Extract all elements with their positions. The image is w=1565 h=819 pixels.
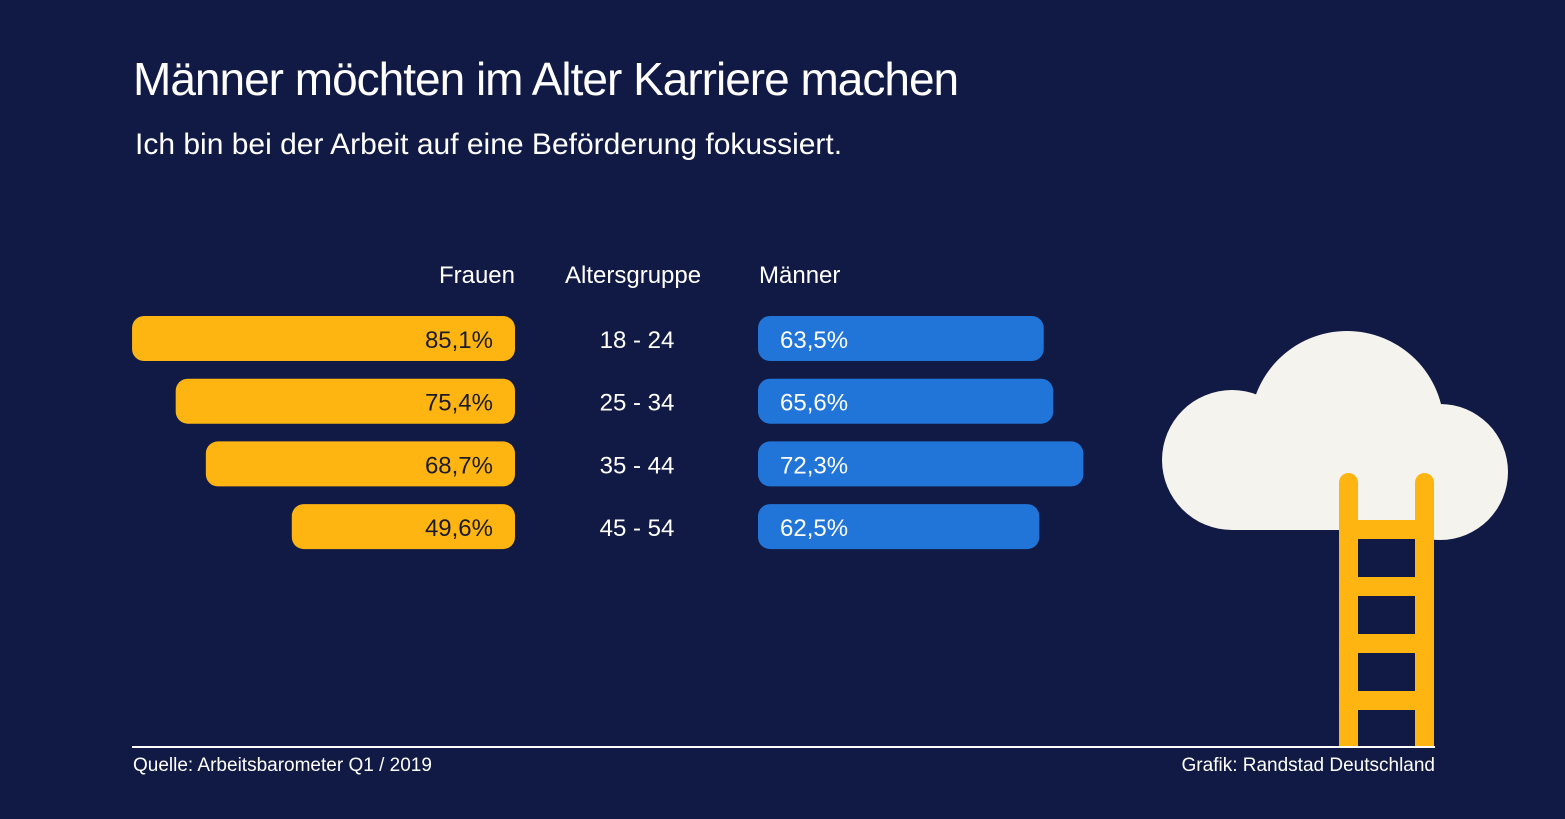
cloud-icon [1162, 331, 1508, 540]
label-frauen: 75,4% [425, 390, 493, 417]
source-note: Quelle: Arbeitsbarometer Q1 / 2019 [133, 755, 432, 776]
label-frauen: 85,1% [425, 327, 493, 354]
category-label: 45 - 54 [600, 515, 675, 542]
bar-maenner [758, 441, 1084, 487]
category-label: 35 - 44 [600, 452, 675, 479]
label-frauen: 68,7% [425, 452, 493, 479]
header-altersgruppe: Altersgruppe [565, 262, 702, 289]
bar-maenner [758, 316, 1044, 361]
category-label: 18 - 24 [600, 327, 675, 354]
ladder-icon [1339, 473, 1434, 748]
label-maenner: 65,6% [780, 390, 848, 417]
bar-frauen [175, 378, 515, 424]
label-maenner: 63,5% [780, 327, 848, 354]
bar-maenner [758, 504, 1040, 550]
footer-divider [132, 746, 1435, 748]
header-maenner: Männer [759, 262, 841, 289]
chart-subtitle: Ich bin bei der Arbeit auf eine Beförder… [135, 128, 843, 161]
header-frauen: Frauen [438, 262, 515, 289]
bar-frauen [291, 504, 515, 550]
label-frauen: 49,6% [425, 515, 493, 542]
category-label: 25 - 34 [600, 390, 675, 417]
bar-frauen [205, 441, 515, 487]
credit-note: Grafik: Randstad Deutschland [1181, 755, 1435, 776]
chart-title: Männer möchten im Alter Karriere machen [133, 53, 959, 105]
bar-maenner [758, 378, 1054, 424]
label-maenner: 62,5% [780, 515, 848, 542]
bar-frauen [132, 316, 516, 361]
label-maenner: 72,3% [780, 452, 848, 479]
